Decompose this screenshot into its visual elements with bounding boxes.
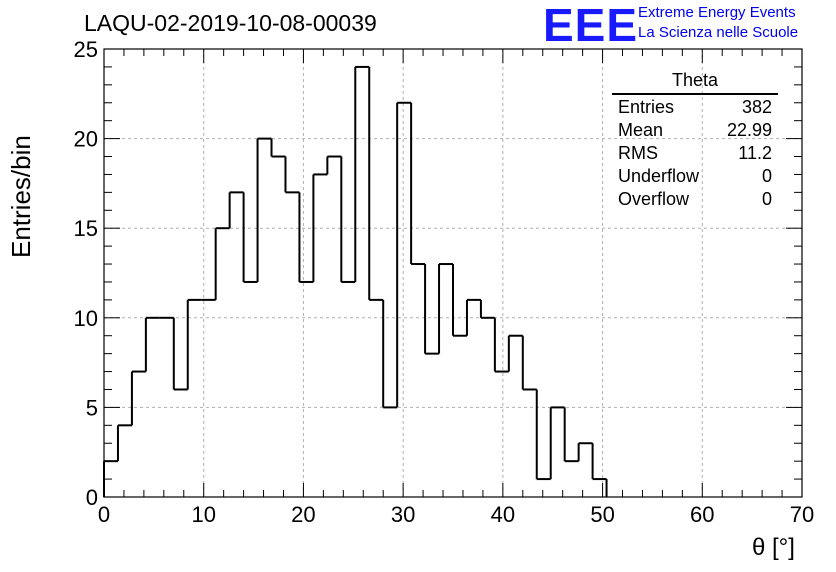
stats-box: Theta Entries 382 Mean 22.99 RMS 11.2 Un…: [612, 70, 778, 211]
x-tick-label: 50: [590, 502, 614, 527]
stats-title: Theta: [612, 70, 778, 95]
stats-label: Mean: [618, 120, 664, 140]
stats-row-entries: Entries 382: [612, 96, 778, 119]
stats-row-rms: RMS 11.2: [612, 142, 778, 165]
y-tick-label: 0: [86, 485, 98, 510]
stats-value: 382: [741, 97, 772, 117]
x-tick-label: 70: [790, 502, 814, 527]
stats-label: Overflow: [618, 189, 690, 209]
logo-line-2: La Scienza nelle Scuole: [638, 24, 799, 41]
stats-label: RMS: [618, 143, 658, 163]
y-tick-label: 10: [74, 306, 98, 331]
logo-line-1: Extreme Energy Events: [638, 4, 796, 21]
stats-label: Underflow: [618, 166, 700, 186]
x-tick-label: 0: [98, 502, 110, 527]
eee-logo: EEE: [543, 0, 639, 51]
x-tick-label: 60: [690, 502, 714, 527]
stats-value: 22.99: [726, 120, 772, 140]
x-tick-label: 40: [491, 502, 515, 527]
stats-row-overflow: Overflow 0: [612, 188, 778, 211]
y-axis-label: Entries/bin: [6, 135, 36, 258]
stats-value: 0: [761, 166, 772, 186]
x-axis-label: θ [°]: [752, 534, 795, 561]
stats-row-mean: Mean 22.99: [612, 119, 778, 142]
x-tick-label: 20: [291, 502, 315, 527]
stats-label: Entries: [618, 97, 675, 117]
y-tick-label: 15: [74, 216, 98, 241]
y-tick-label: 5: [86, 395, 98, 420]
y-tick-label: 20: [74, 127, 98, 152]
plot-frame: [103, 48, 803, 498]
stats-row-underflow: Underflow 0: [612, 165, 778, 188]
y-tick-label: 25: [74, 37, 98, 62]
x-tick-label: 10: [191, 502, 215, 527]
stats-value: 11.2: [738, 143, 772, 163]
histogram-title: LAQU-02-2019-10-08-00039: [84, 10, 377, 36]
stats-value: 0: [761, 189, 772, 209]
x-tick-label: 30: [391, 502, 415, 527]
